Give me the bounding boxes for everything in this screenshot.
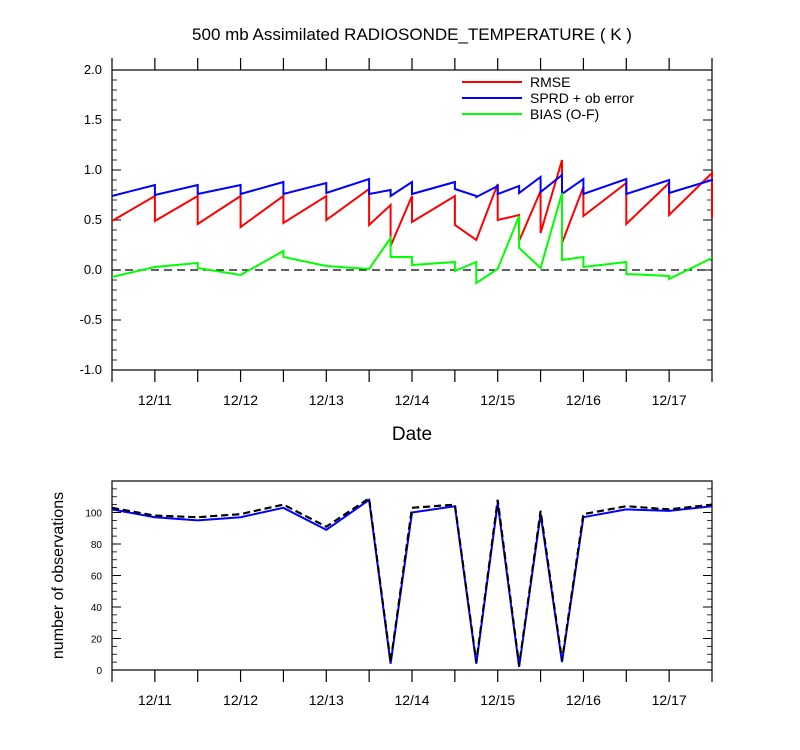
series-line-bias [111, 192, 713, 285]
y-axis-label: number of observations [50, 492, 67, 659]
x-tick-label: 12/11 [138, 692, 172, 708]
y-tick-label: 1.5 [84, 112, 102, 127]
x-tick-label: 12/11 [138, 392, 172, 408]
y-tick-label: -0.5 [80, 312, 102, 327]
obs-line-dashed [111, 496, 713, 666]
y-tick-label: -1.0 [80, 362, 102, 377]
bottom-chart: 0 20 40 60 80 100 12/11 12/12 12/13 12/14 12/15 12/… [50, 480, 713, 708]
x-tick-label: 12/13 [309, 392, 344, 408]
x-tick-label: 12/15 [480, 692, 515, 708]
x-axis-label: Date [392, 424, 432, 445]
y-tick-label: 2.0 [84, 62, 102, 77]
x-tick-label: 12/17 [652, 392, 687, 408]
x-tick-label: 12/12 [223, 692, 258, 708]
top-chart: -1.0 -0.5 0.0 0.5 1.0 1.5 2.0 12/11 12/12 12/13 12… [80, 25, 713, 445]
x-tick-label: 12/16 [566, 392, 601, 408]
x-tick-label: 12/12 [223, 392, 258, 408]
x-tick-label: 12/15 [480, 392, 515, 408]
y-tick-label: 80 [91, 540, 103, 551]
y-tick-label: 100 [85, 509, 102, 520]
legend-label-sprd: SPRD + ob error [530, 90, 634, 106]
series-line-rmse [111, 159, 713, 247]
legend-label-bias: BIAS (O-F) [530, 106, 599, 122]
x-tick-label: 12/13 [309, 692, 344, 708]
x-tick-label: 12/14 [394, 692, 429, 708]
obs-line-dashed-overlay [111, 496, 713, 666]
y-tick-label: 1.0 [84, 162, 102, 177]
y-tick-label: 0.0 [84, 262, 102, 277]
x-tick-label: 12/16 [566, 692, 601, 708]
obs-line-solid [111, 498, 713, 668]
chart-title: 500 mb Assimilated RADIOSONDE_TEMPERATUR… [192, 25, 632, 44]
x-tick-label: 12/17 [652, 692, 687, 708]
y-tick-label: 20 [91, 635, 103, 646]
series-line-sprd [111, 172, 713, 199]
y-tick-label: 40 [91, 603, 103, 614]
y-tick-label: 0 [96, 666, 102, 677]
y-tick-label: 0.5 [84, 212, 102, 227]
y-tick-label: 60 [91, 572, 103, 583]
x-tick-label: 12/14 [394, 392, 429, 408]
legend-label-rmse: RMSE [530, 74, 570, 90]
